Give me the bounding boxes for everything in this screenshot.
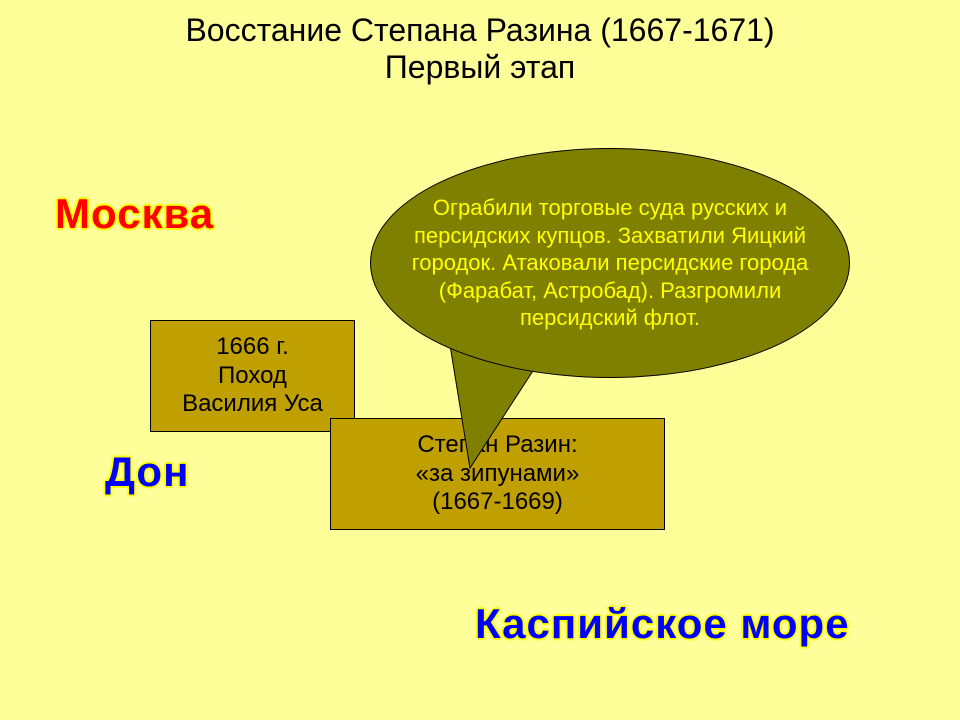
callout-text: Ограбили торговые суда русских и персидс… [371,176,849,350]
box-vasily-us: 1666 г. Поход Василия Уса [150,320,355,432]
callout-bubble: Ограбили торговые суда русских и персидс… [370,148,850,378]
label-don: Дон [105,448,189,496]
label-moscow: Москва [55,190,214,238]
label-caspian: Каспийское море [475,600,850,648]
slide-title: Восстание Степана Разина (1667-1671) Пер… [0,12,960,86]
box-vasily-us-text: 1666 г. Поход Василия Уса [182,333,323,419]
label-don-text: Дон [105,448,189,495]
slide-title-line2: Первый этап [0,49,960,86]
label-moscow-text: Москва [55,190,214,237]
slide-title-line1: Восстание Степана Разина (1667-1671) [0,12,960,49]
label-caspian-text: Каспийское море [475,600,850,647]
